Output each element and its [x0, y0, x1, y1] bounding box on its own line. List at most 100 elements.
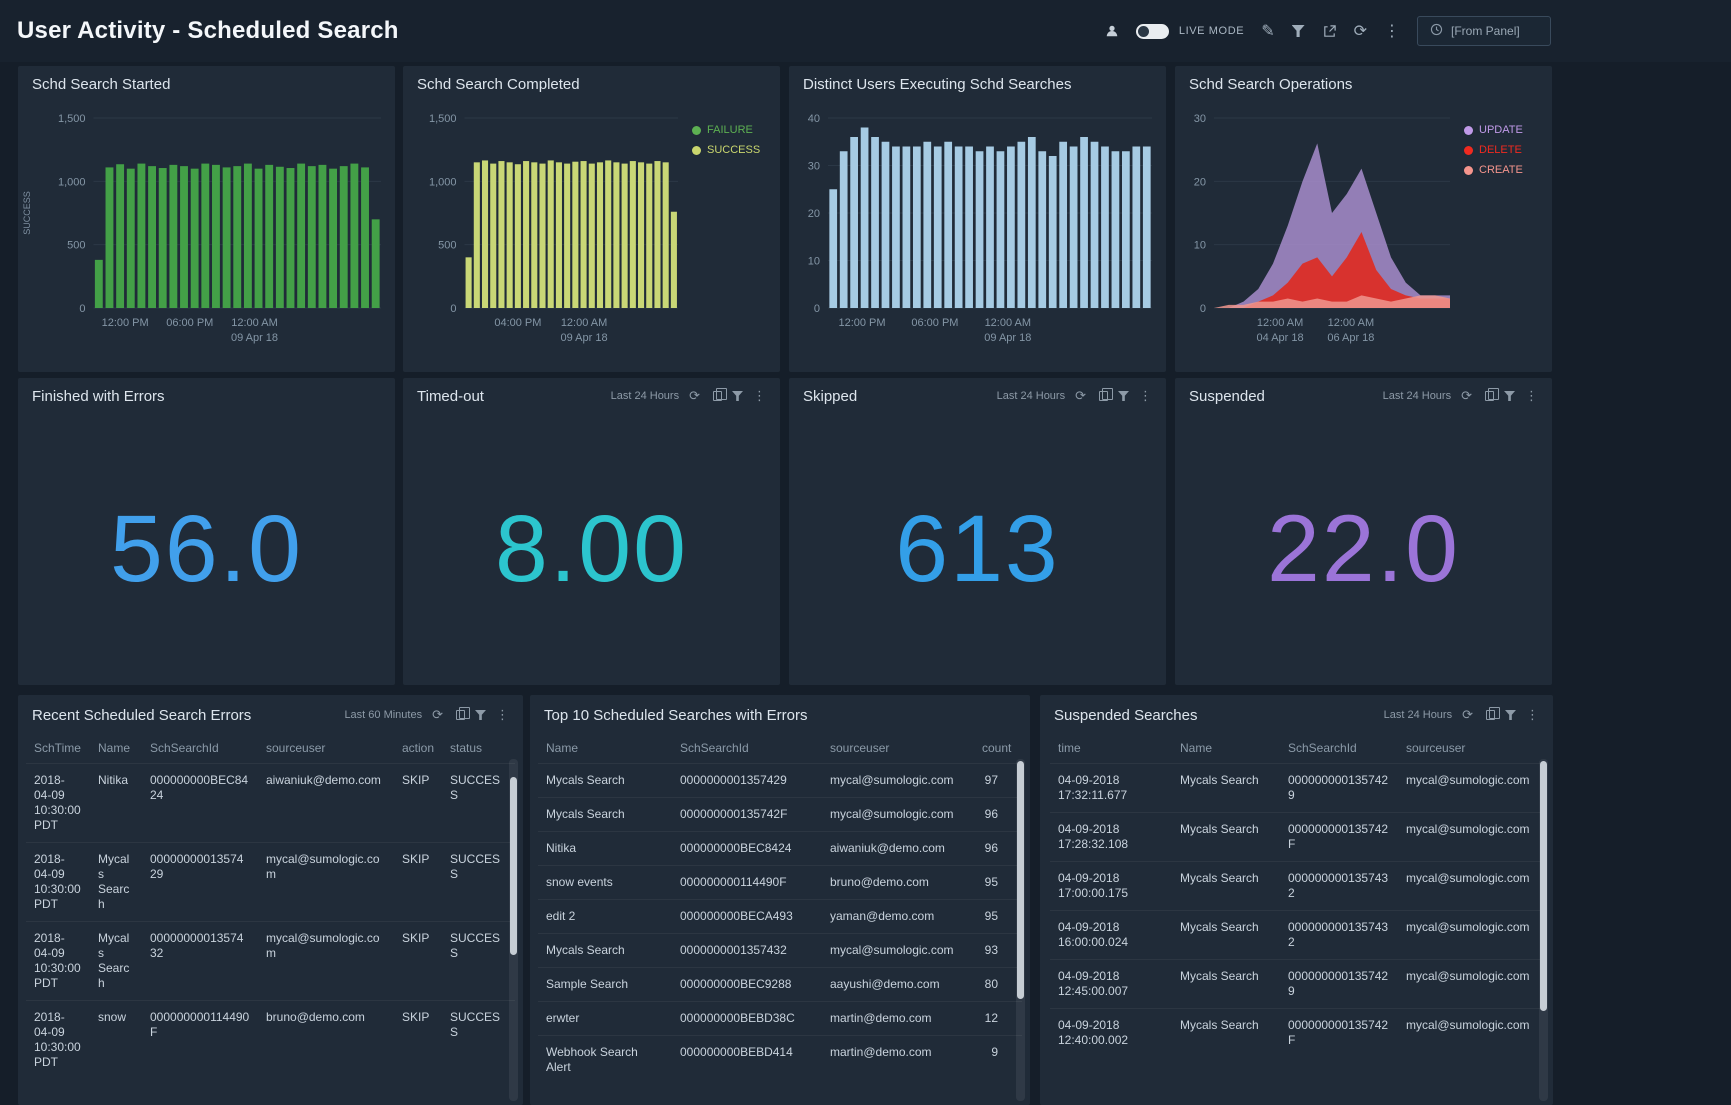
refresh-icon[interactable]: ⟳	[1075, 388, 1086, 404]
filter-icon[interactable]	[1505, 710, 1516, 720]
table-row[interactable]: 04-09-2018 17:00:00.175 Mycals Search 0000…	[1050, 861, 1543, 911]
column-header[interactable]: status	[450, 741, 483, 755]
table-cell: 0000000001357432	[142, 921, 258, 1001]
table-cell: 0000000001357429	[142, 842, 258, 922]
table-row[interactable]: 2018-04-09 10:30:00 PDT Mycals Search 0000…	[26, 921, 515, 1001]
scrollbar-thumb[interactable]	[1017, 761, 1024, 999]
copy-panel-icon[interactable]	[1096, 388, 1113, 401]
time-range-label[interactable]: Last 24 Hours	[996, 390, 1066, 402]
column-header[interactable]: sourceuser	[1406, 741, 1466, 755]
refresh-icon[interactable]: ⟳	[1353, 21, 1367, 40]
column-header[interactable]: Name	[1180, 741, 1213, 755]
table-row[interactable]: Webhook Search Alert 000000000BEBD414 mart…	[538, 1035, 1022, 1084]
column-header[interactable]: Name	[546, 741, 579, 755]
kebab-menu-icon[interactable]: ⋮	[1525, 388, 1538, 404]
panel-skipped: Skipped Last 24 Hours ⟳ ⋮ 613	[789, 378, 1166, 685]
column-header[interactable]: sourceuser	[266, 741, 326, 755]
table-cell: mycal@sumologic.com	[258, 921, 394, 1001]
filter-icon[interactable]	[1291, 25, 1305, 37]
table-row[interactable]: erwter 000000000BEBD38C martin@demo.com 12	[538, 1001, 1022, 1036]
column-header[interactable]: SchSearchId	[1288, 741, 1357, 755]
time-range-label[interactable]: Last 24 Hours	[1383, 709, 1453, 721]
legend-item[interactable]: SUCCESS	[692, 144, 780, 156]
table-cell: 000000000BEC9288	[672, 967, 822, 1002]
from-panel-dropdown[interactable]: [From Panel]	[1417, 16, 1551, 46]
table-cell: Mycals Search	[1172, 1008, 1280, 1057]
table-row[interactable]: 04-09-2018 17:32:11.677 Mycals Search 0000…	[1050, 763, 1543, 813]
column-header[interactable]: time	[1058, 741, 1081, 755]
time-range-label[interactable]: Last 24 Hours	[610, 390, 680, 402]
column-header[interactable]: count	[982, 741, 1012, 755]
table-row[interactable]: Mycals Search 0000000001357429 mycal@sumol…	[538, 763, 1022, 798]
refresh-icon[interactable]: ⟳	[432, 707, 443, 723]
time-range-label[interactable]: Last 60 Minutes	[344, 709, 423, 721]
column-header[interactable]: SchSearchId	[680, 741, 749, 755]
share-icon[interactable]	[1322, 24, 1337, 39]
scrollbar[interactable]	[1539, 759, 1548, 1101]
copy-panel-icon[interactable]	[1482, 388, 1499, 401]
copy-panel-icon[interactable]	[453, 707, 470, 720]
svg-text:20: 20	[1194, 176, 1206, 188]
column-header[interactable]: SchTime	[34, 741, 81, 755]
copy-panel-icon[interactable]	[710, 388, 727, 401]
legend-item[interactable]: UPDATE	[1464, 124, 1552, 136]
column-header[interactable]: action	[402, 741, 435, 755]
panel-schd-search-started: Schd Search Started 0 500 1,000 1,500 SUCCES…	[18, 66, 395, 372]
svg-text:30: 30	[808, 161, 820, 173]
live-mode-toggle[interactable]	[1135, 23, 1169, 39]
time-range-label[interactable]: Last 24 Hours	[1382, 390, 1452, 402]
filter-icon[interactable]	[732, 391, 743, 401]
stat-value: 613	[895, 496, 1060, 602]
table-cell: 04-09-2018 17:00:00.175	[1050, 861, 1172, 911]
table-row[interactable]: 04-09-2018 16:00:00.024 Mycals Search 0000…	[1050, 910, 1543, 960]
copy-panel-icon[interactable]	[1483, 707, 1500, 720]
scrollbar-thumb[interactable]	[1540, 761, 1547, 1011]
refresh-icon[interactable]: ⟳	[689, 388, 700, 404]
kebab-menu-icon[interactable]: ⋮	[496, 707, 509, 723]
table-cell: aayushi@demo.com	[822, 967, 974, 1002]
kebab-menu-icon[interactable]: ⋮	[1139, 388, 1152, 404]
table-row[interactable]: 04-09-2018 12:45:00.007 Mycals Search 0000…	[1050, 959, 1543, 1009]
refresh-icon[interactable]: ⟳	[1462, 707, 1473, 723]
table-cell: 96	[974, 831, 1022, 866]
table-row[interactable]: 2018-04-09 10:30:00 PDT Mycals Search 0000…	[26, 842, 515, 922]
filter-icon[interactable]	[1504, 391, 1515, 401]
table-row[interactable]: Nitika 000000000BEC8424 aiwaniuk@demo.com 9…	[538, 831, 1022, 866]
scrollbar-thumb[interactable]	[510, 777, 517, 955]
refresh-icon[interactable]: ⟳	[1461, 388, 1472, 404]
table-row[interactable]: Mycals Search 000000000135742F mycal@sumol…	[538, 797, 1022, 832]
legend-label: UPDATE	[1479, 124, 1523, 136]
table-cell: 000000000114490F	[672, 865, 822, 900]
svg-text:SUCCESS: SUCCESS	[22, 191, 32, 235]
table-cell: 000000000BEC8424	[672, 831, 822, 866]
scrollbar[interactable]	[1016, 759, 1025, 1101]
table-row[interactable]: 2018-04-09 10:30:00 PDT Nitika 000000000BE…	[26, 763, 515, 843]
legend-item[interactable]: FAILURE	[692, 124, 780, 136]
kebab-menu-icon[interactable]: ⋮	[753, 388, 766, 404]
kebab-menu-icon[interactable]: ⋮	[1384, 21, 1400, 40]
table-row[interactable]: Sample Search 000000000BEC9288 aayushi@dem…	[538, 967, 1022, 1002]
filter-icon[interactable]	[475, 710, 486, 720]
chart-canvas: 0 500 1,000 1,500 SUCCESS 12:00 PM 06:00 PM 12:…	[22, 113, 381, 344]
table-row[interactable]: 2018-04-09 10:30:00 PDT snow 0000000001144…	[26, 1000, 515, 1079]
table-row[interactable]: 04-09-2018 17:28:32.108 Mycals Search 0000…	[1050, 812, 1543, 862]
column-header[interactable]: SchSearchId	[150, 741, 219, 755]
panel-controls: Last 24 Hours ⟳ ⋮	[1383, 707, 1539, 723]
legend-dot	[1464, 165, 1473, 175]
kebab-menu-icon[interactable]: ⋮	[1526, 707, 1539, 723]
table-cell: 96	[974, 797, 1022, 832]
table-row[interactable]: Mycals Search 0000000001357432 mycal@sumol…	[538, 933, 1022, 968]
legend-item[interactable]: DELETE	[1464, 144, 1552, 156]
table-cell: 80	[974, 967, 1022, 1002]
scrollbar[interactable]	[509, 759, 518, 1101]
table-cell: SKIP	[394, 1000, 442, 1079]
column-header[interactable]: sourceuser	[830, 741, 890, 755]
table-row[interactable]: 04-09-2018 12:40:00.002 Mycals Search 0000…	[1050, 1008, 1543, 1057]
table-row[interactable]: edit 2 000000000BECA493 yaman@demo.com 95	[538, 899, 1022, 934]
legend-item[interactable]: CREATE	[1464, 164, 1552, 176]
column-header[interactable]: Name	[98, 741, 131, 755]
table-row[interactable]: snow events 000000000114490F bruno@demo.co…	[538, 865, 1022, 900]
table-cell: mycal@sumologic.com	[1398, 763, 1543, 813]
filter-icon[interactable]	[1118, 391, 1129, 401]
edit-icon[interactable]: ✎	[1261, 21, 1275, 40]
